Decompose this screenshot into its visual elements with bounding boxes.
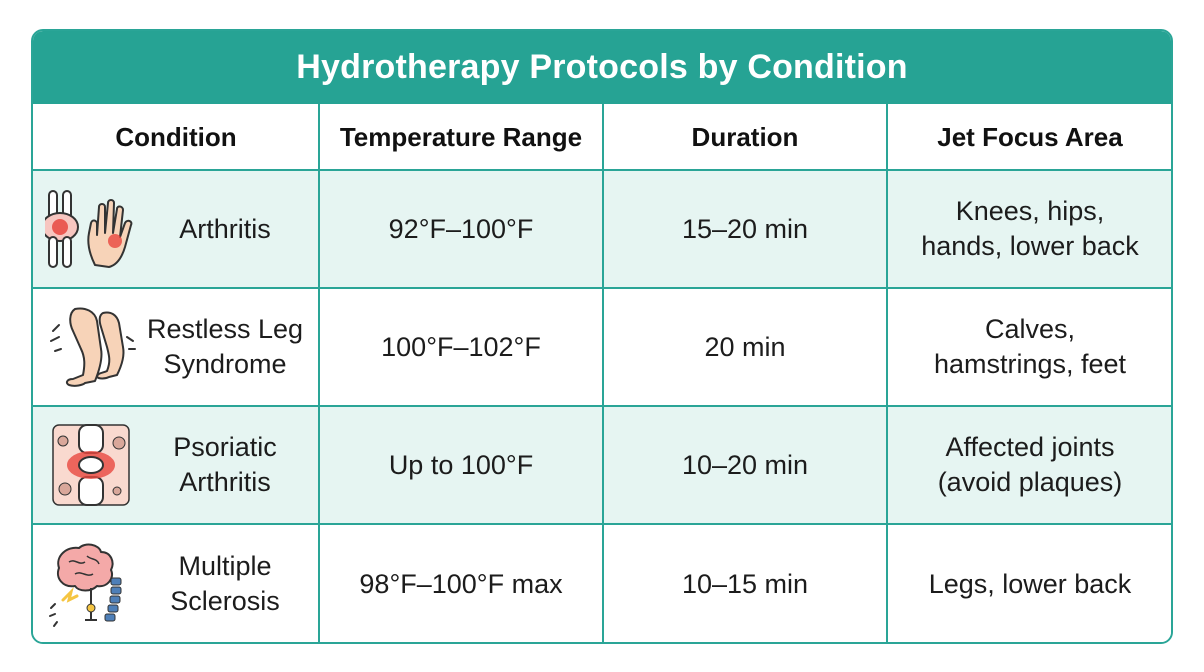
table-title: Hydrotherapy Protocols by Condition xyxy=(296,48,908,86)
column-divider xyxy=(318,104,320,642)
condition-name: Psoriatic Arthritis xyxy=(173,432,277,497)
temperature-range-cell: 100°F–102°F xyxy=(381,331,541,362)
jet-focus-area-cell: Legs, lower back xyxy=(928,568,1132,599)
column-divider xyxy=(886,104,888,642)
jet-focus-area-cell: Calves, hamstrings, feet xyxy=(933,314,1127,379)
header-condition: Condition xyxy=(115,121,237,152)
title-bar: Hydrotherapy Protocols by Condition xyxy=(33,31,1171,104)
protocol-table-card: Hydrotherapy Protocols by Condition Cond… xyxy=(31,29,1173,644)
condition-cell: Multiple Sclerosis xyxy=(33,524,319,642)
temperature-range-cell: 98°F–100°F max xyxy=(359,568,563,599)
legs-icon xyxy=(45,301,137,393)
temperature-range-cell: Up to 100°F xyxy=(388,449,534,480)
condition-name: Multiple Sclerosis xyxy=(170,551,280,616)
condition-cell: Arthritis xyxy=(33,170,319,288)
header-jet-focus-area: Jet Focus Area xyxy=(937,121,1123,152)
header-temperature-range: Temperature Range xyxy=(339,121,583,152)
inflamed-joint-icon xyxy=(45,419,137,511)
jet-focus-area-cell: Affected joints (avoid plaques) xyxy=(937,432,1123,497)
condition-cell: Psoriatic Arthritis xyxy=(33,406,319,524)
condition-name: Restless Leg Syndrome xyxy=(146,314,304,379)
duration-cell: 10–15 min xyxy=(681,568,809,599)
temperature-range-cell: 92°F–100°F xyxy=(388,213,534,244)
jet-focus-area-cell: Knees, hips, hands, lower back xyxy=(921,196,1139,261)
header-duration: Duration xyxy=(691,121,799,152)
joint-and-hand-icon xyxy=(45,183,137,275)
brain-spine-icon xyxy=(45,538,137,630)
duration-cell: 10–20 min xyxy=(681,449,809,480)
condition-cell: Restless Leg Syndrome xyxy=(33,288,319,406)
duration-cell: 15–20 min xyxy=(681,213,809,244)
protocol-table: Condition Temperature Range Duration Jet… xyxy=(33,104,1171,642)
column-divider xyxy=(602,104,604,642)
condition-name: Arthritis xyxy=(179,213,271,244)
duration-cell: 20 min xyxy=(704,331,786,362)
